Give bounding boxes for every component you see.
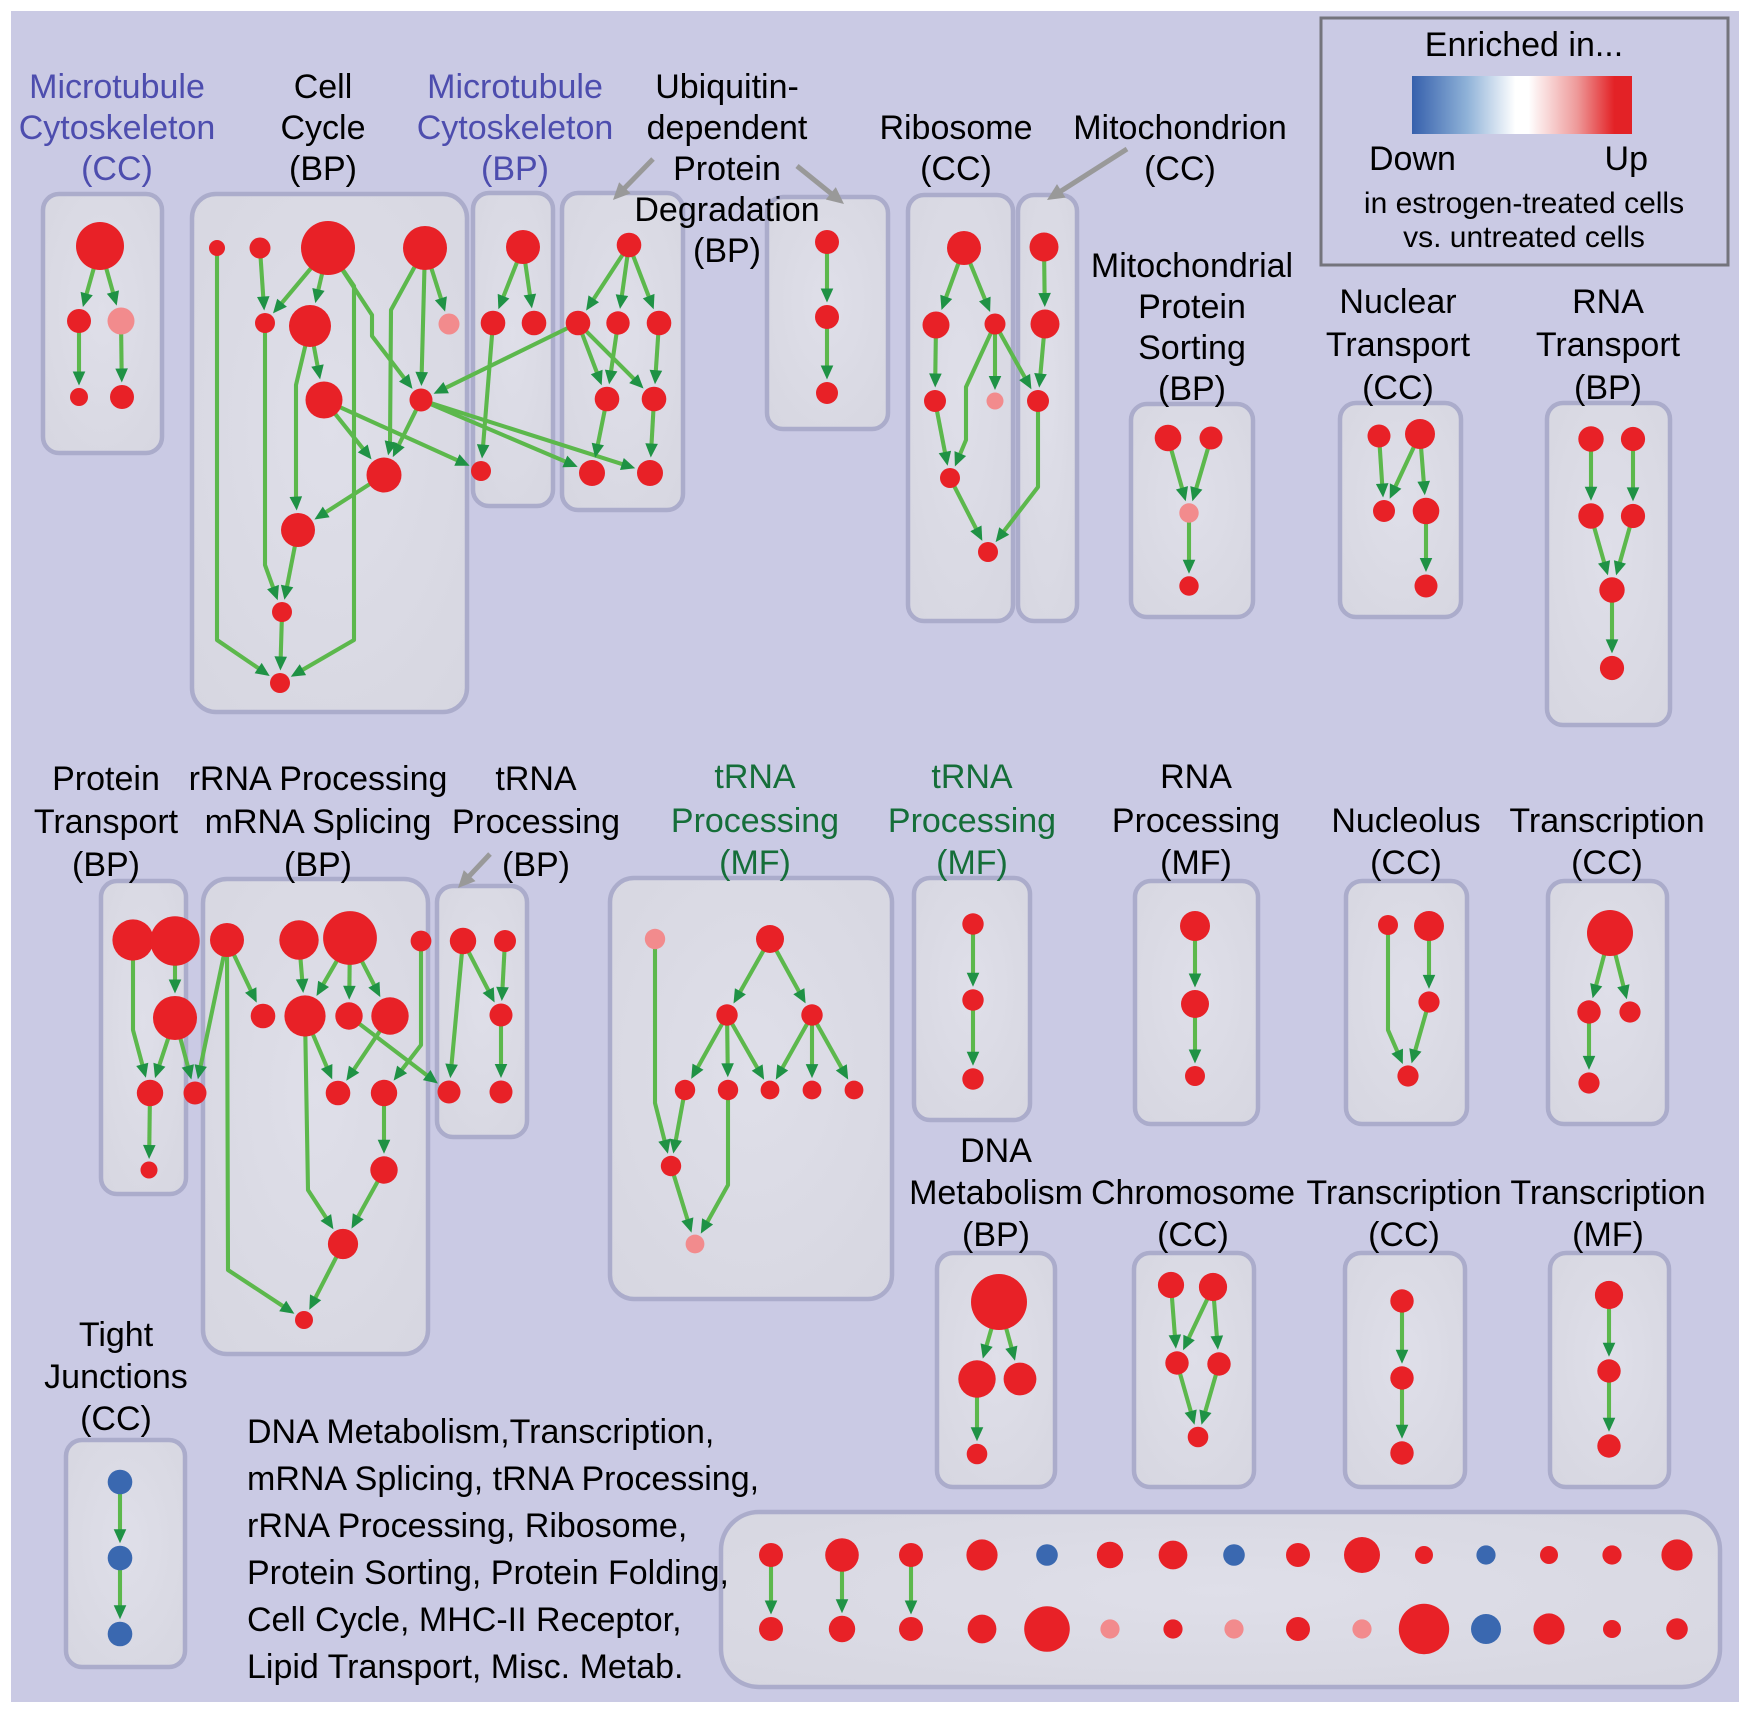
svg-text:Ribosome: Ribosome — [879, 109, 1032, 147]
svg-text:Cell: Cell — [294, 68, 353, 106]
svg-text:(BP): (BP) — [502, 846, 570, 884]
svg-text:(BP): (BP) — [289, 150, 357, 188]
svg-text:Junctions: Junctions — [44, 1358, 188, 1396]
svg-text:Tight: Tight — [79, 1316, 154, 1354]
svg-text:(BP): (BP) — [1158, 370, 1226, 408]
svg-text:Transport: Transport — [34, 803, 179, 841]
svg-text:tRNA: tRNA — [714, 758, 796, 796]
svg-text:tRNA: tRNA — [931, 758, 1013, 796]
svg-text:Processing: Processing — [1112, 802, 1280, 840]
svg-text:rRNA Processing, Ribosome,: rRNA Processing, Ribosome, — [247, 1507, 687, 1545]
svg-text:DNA: DNA — [960, 1132, 1032, 1170]
svg-text:Processing: Processing — [888, 802, 1056, 840]
svg-text:(BP): (BP) — [284, 846, 352, 884]
svg-text:Processing: Processing — [671, 802, 839, 840]
svg-text:(BP): (BP) — [693, 232, 761, 270]
svg-text:Lipid Transport, Misc. Metab.: Lipid Transport, Misc. Metab. — [247, 1648, 684, 1686]
svg-text:Microtubule: Microtubule — [29, 68, 205, 106]
svg-text:Protein Sorting, Protein Foldi: Protein Sorting, Protein Folding, — [247, 1554, 729, 1592]
svg-text:mRNA Splicing: mRNA Splicing — [205, 803, 432, 841]
svg-text:Transcription: Transcription — [1306, 1174, 1501, 1212]
svg-text:in estrogen-treated cells: in estrogen-treated cells — [1364, 187, 1684, 220]
svg-text:Chromosome: Chromosome — [1091, 1174, 1295, 1212]
svg-text:(BP): (BP) — [481, 150, 549, 188]
svg-text:(MF): (MF) — [936, 844, 1008, 882]
svg-text:Protein: Protein — [52, 760, 160, 798]
svg-text:Cytoskeleton: Cytoskeleton — [19, 109, 216, 147]
svg-text:(BP): (BP) — [962, 1216, 1030, 1254]
svg-text:Cytoskeleton: Cytoskeleton — [417, 109, 614, 147]
svg-text:RNA: RNA — [1572, 283, 1644, 321]
svg-text:Metabolism: Metabolism — [909, 1174, 1083, 1212]
svg-text:(CC): (CC) — [1571, 844, 1643, 882]
svg-text:Mitochondrion: Mitochondrion — [1073, 109, 1287, 147]
svg-text:Enriched in...: Enriched in... — [1425, 26, 1623, 64]
svg-text:Down: Down — [1369, 140, 1456, 178]
svg-text:tRNA: tRNA — [495, 760, 577, 798]
svg-text:DNA Metabolism,Transcription,: DNA Metabolism,Transcription, — [247, 1413, 714, 1451]
svg-text:(CC): (CC) — [80, 1400, 152, 1438]
svg-text:Nuclear: Nuclear — [1339, 283, 1456, 321]
svg-text:(CC): (CC) — [81, 150, 153, 188]
svg-text:Sorting: Sorting — [1138, 329, 1246, 367]
svg-text:Transcription: Transcription — [1510, 1174, 1705, 1212]
svg-text:RNA: RNA — [1160, 758, 1232, 796]
svg-text:rRNA Processing: rRNA Processing — [189, 760, 448, 798]
svg-text:Transport: Transport — [1536, 326, 1681, 364]
svg-text:Transport: Transport — [1326, 326, 1471, 364]
svg-text:(CC): (CC) — [1370, 844, 1442, 882]
svg-text:(CC): (CC) — [1362, 369, 1434, 407]
svg-text:(BP): (BP) — [1574, 369, 1642, 407]
svg-text:vs. untreated cells: vs. untreated cells — [1403, 221, 1645, 254]
svg-text:mRNA Splicing, tRNA Processing: mRNA Splicing, tRNA Processing, — [247, 1460, 759, 1498]
svg-text:Cell Cycle, MHC-II Receptor,: Cell Cycle, MHC-II Receptor, — [247, 1601, 682, 1639]
svg-text:(MF): (MF) — [1160, 844, 1232, 882]
svg-text:Cycle: Cycle — [280, 109, 365, 147]
svg-text:(CC): (CC) — [920, 150, 992, 188]
svg-text:Protein: Protein — [673, 150, 781, 188]
svg-text:(BP): (BP) — [72, 846, 140, 884]
svg-text:Processing: Processing — [452, 803, 620, 841]
svg-text:Degradation: Degradation — [634, 191, 819, 229]
svg-text:dependent: dependent — [647, 109, 808, 147]
svg-text:Nucleolus: Nucleolus — [1331, 802, 1480, 840]
svg-text:Microtubule: Microtubule — [427, 68, 603, 106]
svg-text:Transcription: Transcription — [1509, 802, 1704, 840]
svg-text:Ubiquitin-: Ubiquitin- — [655, 68, 799, 106]
svg-text:Mitochondrial: Mitochondrial — [1091, 247, 1293, 285]
svg-text:Up: Up — [1605, 140, 1648, 178]
svg-text:(CC): (CC) — [1157, 1216, 1229, 1254]
svg-text:(MF): (MF) — [719, 844, 791, 882]
svg-text:(MF): (MF) — [1572, 1216, 1644, 1254]
svg-text:(CC): (CC) — [1368, 1216, 1440, 1254]
svg-text:(CC): (CC) — [1144, 150, 1216, 188]
svg-text:Protein: Protein — [1138, 288, 1246, 326]
